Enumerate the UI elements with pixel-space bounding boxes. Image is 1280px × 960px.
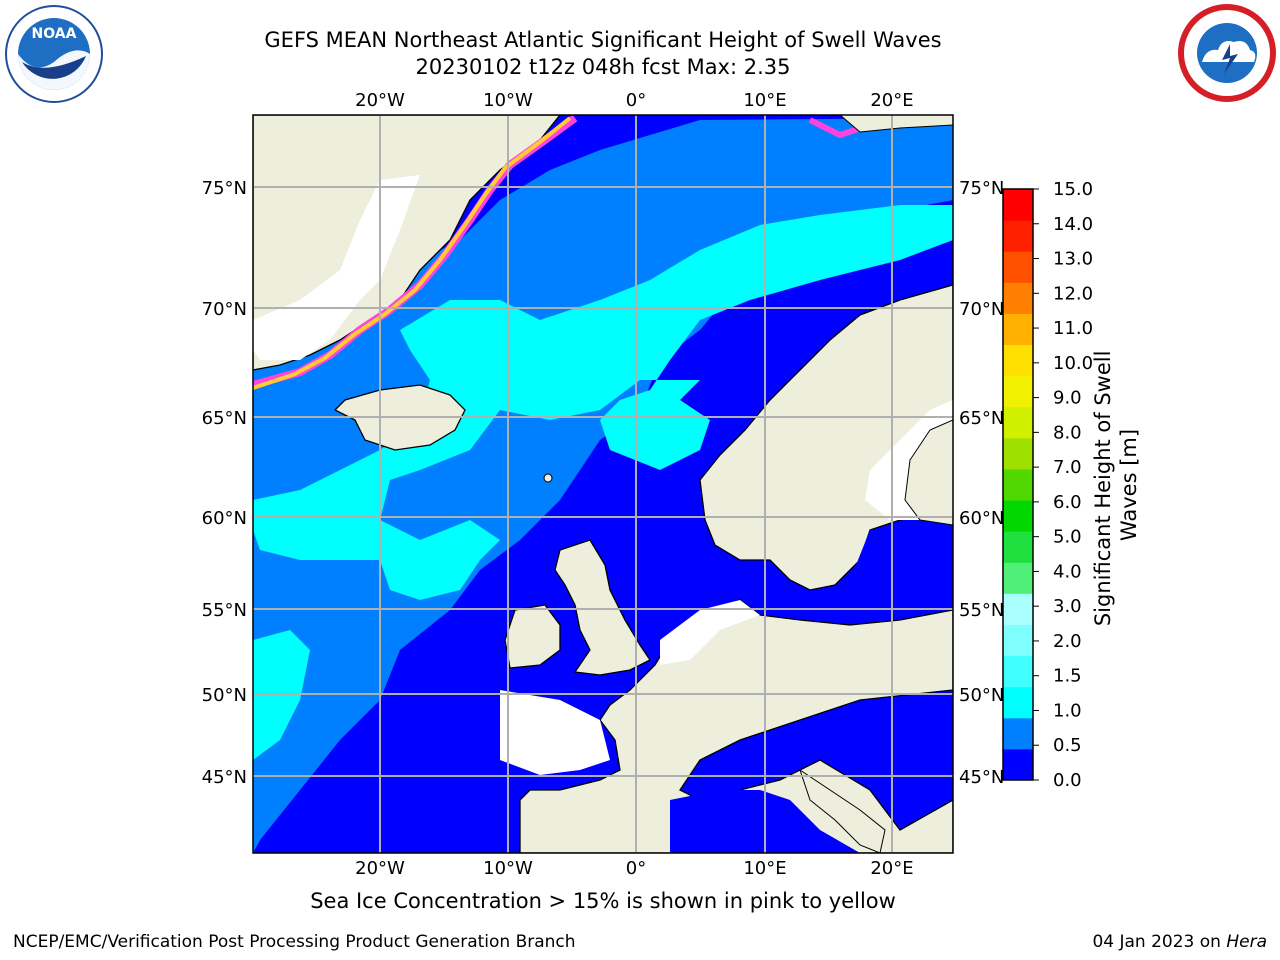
colorbar-tick-label: 12.0: [1053, 283, 1093, 304]
colorbar-tick-label: 7.0: [1053, 457, 1082, 478]
colorbar-label-line: Significant Height of Swell: [1091, 351, 1115, 627]
lat-label-left: 45°N: [202, 767, 247, 788]
colorbar-swatch: [1003, 344, 1033, 377]
colorbar-tick-label: 0.0: [1053, 770, 1082, 791]
lat-label-left: 60°N: [202, 508, 247, 529]
colorbar-tick-label: 5.0: [1053, 527, 1082, 548]
colorbar-swatch: [1003, 375, 1033, 408]
land-italy: [799, 768, 886, 853]
sea-ice-caption: Sea Ice Concentration > 15% is shown in …: [310, 889, 896, 913]
swell-band-0.5-1.0: [253, 118, 953, 853]
nws-logo-icon: [1178, 4, 1276, 102]
missing-data-north-sea: [660, 600, 760, 665]
colorbar-tick-label: 15.0: [1053, 179, 1093, 200]
lon-label-top: 10°E: [743, 90, 786, 111]
noaa-logo-icon: NOAA: [5, 5, 103, 103]
colorbar-tick-label: 3.0: [1053, 596, 1082, 617]
lon-label-top: 0°: [626, 90, 646, 111]
lon-label-bottom: 10°W: [483, 858, 533, 879]
lat-label-right: 55°N: [959, 600, 1004, 621]
colorbar-label: Significant Height of Swell Waves [m]: [1091, 344, 1141, 626]
colorbar-tick-label: 9.0: [1053, 388, 1082, 409]
colorbar-label-line: Waves [m]: [1117, 429, 1141, 541]
chart-subtitle: 20230102 t12z 048h fcst Max: 2.35: [415, 55, 791, 79]
lat-label-right: 45°N: [959, 767, 1004, 788]
footer-credit: NCEP/EMC/Verification Post Processing Pr…: [13, 932, 576, 952]
map-frame: [252, 114, 954, 854]
footer-date: 04 Jan 2023 on Hera: [1092, 932, 1267, 952]
lat-label-right: 50°N: [959, 685, 1004, 706]
chart-title: GEFS MEAN Northeast Atlantic Significant…: [264, 28, 942, 52]
colorbar-swatch: [1003, 655, 1033, 688]
lon-label-bottom: 20°E: [870, 858, 913, 879]
colorbar-swatch: [1003, 593, 1033, 625]
land-svalbard: [839, 115, 953, 133]
colorbar-tick-label: 8.0: [1053, 422, 1082, 443]
colorbar-tick-label: 1.0: [1053, 700, 1082, 721]
colorbar-tick-label: 11.0: [1053, 318, 1093, 339]
baltic-sea: [840, 525, 953, 620]
colorbar-swatch: [1003, 468, 1033, 501]
colorbar-tick-labels: 15.0 14.0 13.0 12.0 11.0 10.0 9.0 8.0 7.0 6.0 5.0 4…: [1033, 179, 1093, 791]
colorbar: [1003, 189, 1033, 781]
colorbar-swatch: [1003, 531, 1033, 563]
colorbar-swatch: [1003, 748, 1033, 781]
colorbar-tick-label: 4.0: [1053, 561, 1082, 582]
colorbar-swatch: [1003, 717, 1033, 750]
colorbar-swatch: [1003, 313, 1033, 346]
colorbar-tick-label: 14.0: [1053, 214, 1093, 235]
lat-label-right: 60°N: [959, 508, 1004, 529]
lon-label-bottom: 0°: [626, 858, 646, 879]
lat-label-left: 70°N: [202, 299, 247, 320]
colorbar-swatch: [1003, 500, 1033, 532]
lat-label-left: 55°N: [202, 600, 247, 621]
graticule: [253, 115, 953, 853]
lon-label-bottom: 10°E: [743, 858, 786, 879]
colorbar-tick-label: 13.0: [1053, 249, 1093, 270]
colorbar-tick-label: 2.0: [1053, 631, 1082, 652]
land-great-britain: [554, 539, 651, 676]
missing-data-greenland-coast: [253, 175, 420, 360]
colorbar-frame: [1002, 188, 1034, 781]
colorbar-tick-label: 6.0: [1053, 492, 1082, 513]
missing-data-biscay: [500, 690, 610, 775]
noaa-logo-text: NOAA: [32, 26, 77, 42]
colorbar-swatch: [1003, 624, 1033, 657]
colorbar-swatch: [1003, 562, 1033, 594]
footer-date-text: 04 Jan 2023 on: [1092, 932, 1227, 952]
colorbar-swatch: [1003, 220, 1033, 252]
swell-band-1.0-1.5: [253, 205, 953, 600]
lat-label-left: 65°N: [202, 408, 247, 429]
footer-host: Hera: [1226, 932, 1267, 952]
lat-label-right: 65°N: [959, 408, 1004, 429]
land-finland: [904, 419, 953, 526]
land-faroe: [543, 473, 553, 483]
lat-label-right: 75°N: [959, 178, 1004, 199]
map-area: [253, 115, 953, 853]
colorbar-swatch: [1003, 282, 1033, 314]
lon-label-top: 20°E: [870, 90, 913, 111]
colorbar-tick-label: 0.5: [1053, 735, 1082, 756]
colorbar-tick-label: 1.5: [1053, 666, 1082, 687]
colorbar-swatch: [1003, 251, 1033, 283]
lon-label-top: 20°W: [355, 90, 405, 111]
colorbar-swatch: [1003, 437, 1033, 470]
lat-label-right: 70°N: [959, 299, 1004, 320]
colorbar-tick-label: 10.0: [1053, 353, 1093, 374]
colorbar-swatch: [1003, 406, 1033, 439]
colorbar-swatch: [1003, 189, 1033, 221]
colorbar-swatch: [1003, 686, 1033, 719]
lon-label-bottom: 20°W: [355, 858, 405, 879]
sea-ice-edge-yellow: [253, 116, 572, 390]
lat-label-left: 75°N: [202, 178, 247, 199]
lat-label-left: 50°N: [202, 685, 247, 706]
lon-label-top: 10°W: [483, 90, 533, 111]
